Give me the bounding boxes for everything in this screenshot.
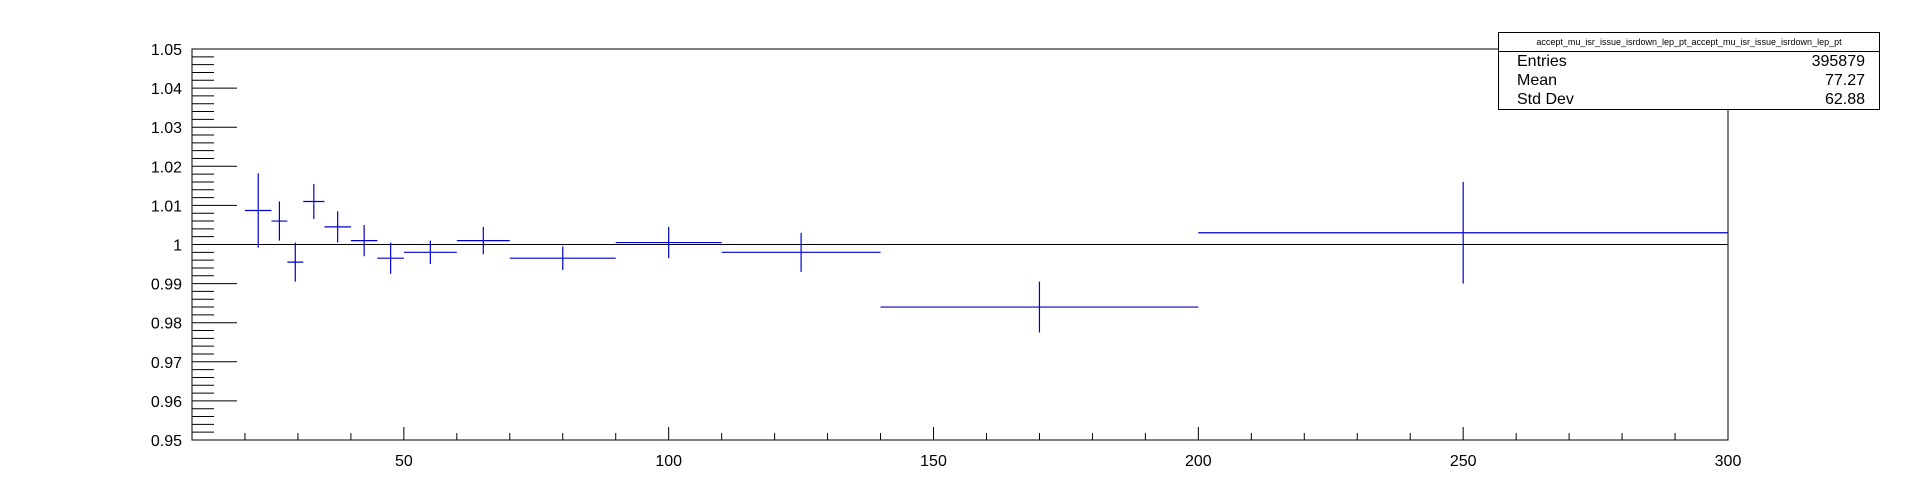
mean-value: 77.27 <box>1824 72 1865 89</box>
x-tick-label: 100 <box>655 453 682 470</box>
x-tick-label: 200 <box>1185 453 1212 470</box>
y-tick-label: 0.96 <box>151 394 182 411</box>
data-point <box>615 226 722 259</box>
y-tick-label: 1.03 <box>151 120 182 137</box>
y-tick-label: 0.98 <box>151 316 182 333</box>
mean-label: Mean <box>1517 72 1558 89</box>
data-point <box>1198 181 1728 284</box>
x-tick-label: 250 <box>1450 453 1477 470</box>
y-tick-label: 0.95 <box>151 433 182 450</box>
y-tick-label: 1.04 <box>151 81 182 98</box>
data-point <box>456 226 510 255</box>
data-points <box>244 173 1728 333</box>
x-axis: 50 100 150 200 250 300 <box>244 427 1742 470</box>
data-point <box>377 242 404 274</box>
stddev-value: 62.88 <box>1824 91 1865 108</box>
x-tick-label: 50 <box>395 453 413 470</box>
data-point <box>721 232 881 272</box>
data-point <box>287 242 304 282</box>
stats-row-entries: Entries 395879 <box>1499 52 1879 71</box>
stats-row-stddev: Std Dev 62.88 <box>1499 90 1879 109</box>
data-point <box>324 211 351 243</box>
data-point <box>880 281 1199 333</box>
x-tick-label: 300 <box>1715 453 1742 470</box>
data-point <box>403 240 457 265</box>
y-axis: 0.95 0.96 0.97 0.98 0.99 1 1.01 1.02 1.03 1.04 1.0… <box>151 42 237 450</box>
data-point <box>303 183 325 220</box>
data-point <box>271 201 288 241</box>
data-point <box>350 224 378 257</box>
y-tick-label: 0.99 <box>151 277 182 294</box>
x-tick-label: 150 <box>920 453 947 470</box>
stats-row-mean: Mean 77.27 <box>1499 71 1879 90</box>
entries-label: Entries <box>1517 53 1567 70</box>
y-tick-label: 1.01 <box>151 198 182 215</box>
stats-box: accept_mu_isr_issue_isrdown_lep_pt_accep… <box>1498 32 1880 110</box>
y-tick-label: 1 <box>173 238 182 255</box>
stats-title: accept_mu_isr_issue_isrdown_lep_pt_accep… <box>1499 33 1879 52</box>
y-tick-label: 0.97 <box>151 355 182 372</box>
data-point <box>509 246 616 270</box>
stddev-label: Std Dev <box>1517 91 1574 108</box>
y-tick-label: 1.02 <box>151 159 182 176</box>
data-point <box>244 173 272 248</box>
entries-value: 395879 <box>1811 53 1865 70</box>
y-tick-label: 1.05 <box>151 42 182 59</box>
